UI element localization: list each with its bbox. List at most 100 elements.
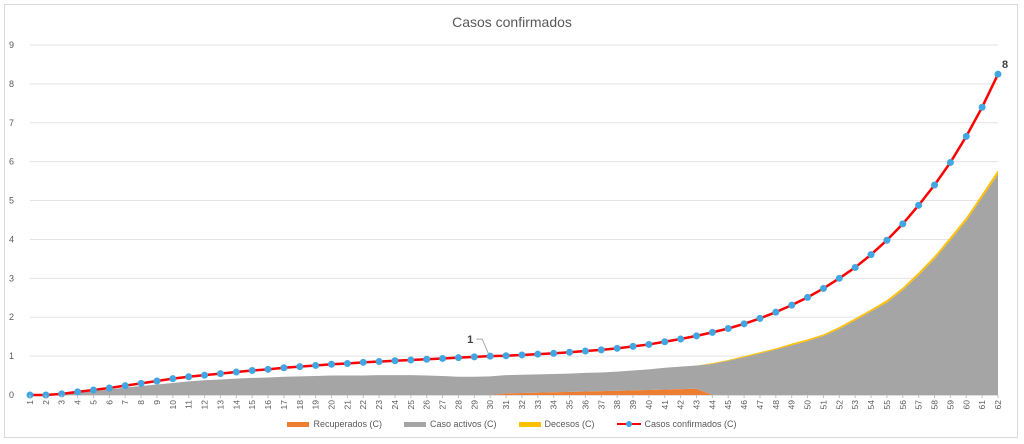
x-tick-label: 2 bbox=[41, 400, 51, 405]
data-point bbox=[121, 382, 129, 390]
x-tick-label: 44 bbox=[707, 400, 717, 410]
x-tick-label: 13 bbox=[215, 400, 225, 410]
y-tick-label: 6 bbox=[9, 157, 14, 167]
data-point bbox=[391, 357, 399, 365]
data-point bbox=[899, 220, 907, 228]
x-tick-label: 27 bbox=[438, 400, 448, 410]
x-tick-label: 53 bbox=[850, 400, 860, 410]
area-caso-activos-c bbox=[30, 174, 998, 395]
legend-label: Decesos (C) bbox=[544, 419, 595, 429]
line-series bbox=[26, 70, 1002, 399]
data-point bbox=[534, 350, 542, 358]
data-point bbox=[169, 375, 177, 383]
x-tick-label: 31 bbox=[501, 400, 511, 410]
data-point bbox=[613, 344, 621, 352]
data-point bbox=[74, 388, 82, 396]
data-point bbox=[248, 367, 256, 374]
x-tick-label: 34 bbox=[549, 400, 559, 410]
data-point bbox=[264, 365, 272, 373]
legend-label: Recuperados (C) bbox=[313, 419, 382, 429]
data-point bbox=[328, 360, 336, 368]
data-point bbox=[216, 370, 224, 378]
x-tick-label: 15 bbox=[247, 400, 257, 410]
y-tick-label: 4 bbox=[9, 234, 14, 244]
x-tick-label: 56 bbox=[898, 400, 908, 410]
data-point bbox=[470, 353, 478, 361]
data-point bbox=[931, 181, 939, 189]
data-point bbox=[915, 201, 923, 209]
x-tick-label: 10 bbox=[168, 400, 178, 410]
data-point bbox=[788, 301, 796, 309]
legend-item: Recuperados (C) bbox=[287, 419, 382, 429]
data-point bbox=[804, 293, 812, 301]
x-tick-label: 23 bbox=[374, 400, 384, 410]
x-tick-label: 45 bbox=[723, 400, 733, 410]
y-tick-label: 2 bbox=[9, 312, 14, 322]
x-tick-label: 22 bbox=[358, 400, 368, 410]
data-point bbox=[423, 355, 431, 363]
chart-title: Casos confirmados bbox=[452, 14, 572, 30]
legend-item: Decesos (C) bbox=[518, 419, 595, 429]
data-point bbox=[137, 379, 145, 387]
x-tick-label: 37 bbox=[596, 400, 606, 410]
data-point bbox=[581, 347, 589, 355]
x-tick-label: 6 bbox=[104, 400, 114, 405]
legend: Recuperados (C) Caso activos (C) Decesos (… bbox=[0, 419, 1024, 429]
x-tick-label: 1 bbox=[25, 400, 35, 405]
x-tick-label: 42 bbox=[676, 400, 686, 410]
x-tick-label: 3 bbox=[57, 400, 67, 405]
legend-item: Casos confirmados (C) bbox=[616, 419, 737, 429]
y-tick-label: 8 bbox=[9, 79, 14, 89]
x-tick-label: 11 bbox=[184, 400, 194, 409]
x-tick-label: 49 bbox=[787, 400, 797, 410]
data-point bbox=[550, 349, 558, 357]
data-point bbox=[962, 132, 970, 140]
x-tick-label: 61 bbox=[977, 400, 987, 410]
x-tick-label: 47 bbox=[755, 400, 765, 410]
x-tick-label: 62 bbox=[993, 400, 1003, 410]
x-tick-label: 48 bbox=[771, 400, 781, 410]
data-point bbox=[439, 354, 447, 362]
data-point bbox=[454, 354, 462, 362]
data-point bbox=[407, 356, 415, 364]
data-point bbox=[724, 325, 732, 332]
data-point bbox=[343, 360, 351, 367]
annotation-label: 8 bbox=[1002, 59, 1008, 71]
data-point bbox=[375, 358, 383, 366]
data-point bbox=[597, 346, 605, 354]
x-tick-label: 33 bbox=[533, 400, 543, 410]
data-point bbox=[835, 274, 843, 282]
x-tick-label: 30 bbox=[485, 400, 495, 410]
x-tick-label: 17 bbox=[279, 400, 289, 410]
x-tick-label: 32 bbox=[517, 400, 527, 410]
data-point bbox=[756, 314, 764, 322]
data-point bbox=[708, 328, 716, 336]
x-tick-label: 55 bbox=[882, 400, 892, 410]
data-point bbox=[89, 386, 97, 394]
y-tick-label: 7 bbox=[9, 118, 14, 128]
x-tick-label: 40 bbox=[644, 400, 654, 410]
data-point bbox=[629, 342, 637, 350]
y-tick-label: 0 bbox=[9, 390, 14, 400]
x-tick-label: 9 bbox=[152, 400, 162, 405]
x-axis-ticks: 1 2 3 4 5 6 7 8 9 10 11 12 13 14 15 16 17 18 19 20 21 22 23 24 2… bbox=[25, 395, 1003, 409]
y-tick-label: 5 bbox=[9, 196, 14, 206]
x-tick-label: 35 bbox=[565, 400, 575, 410]
data-point bbox=[486, 352, 494, 360]
x-tick-label: 24 bbox=[390, 400, 400, 410]
x-tick-label: 46 bbox=[739, 400, 749, 410]
data-point bbox=[502, 352, 510, 360]
data-point bbox=[946, 158, 954, 166]
x-tick-label: 19 bbox=[311, 400, 321, 410]
data-point bbox=[994, 70, 1002, 78]
data-point bbox=[105, 384, 113, 392]
data-point bbox=[851, 263, 859, 271]
data-point bbox=[883, 236, 891, 244]
data-point bbox=[153, 377, 161, 385]
x-tick-label: 38 bbox=[612, 400, 622, 410]
area-recuperados-c bbox=[30, 388, 998, 395]
x-tick-label: 60 bbox=[961, 400, 971, 410]
legend-swatch bbox=[403, 421, 426, 427]
legend-label: Casos confirmados (C) bbox=[644, 419, 737, 429]
